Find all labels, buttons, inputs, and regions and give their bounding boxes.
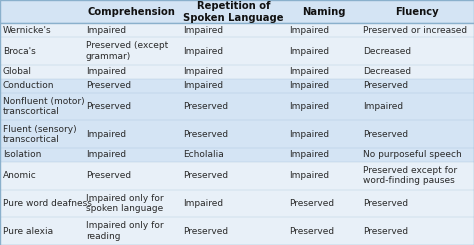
Text: Preserved: Preserved: [363, 227, 408, 236]
Text: Impaired: Impaired: [183, 67, 223, 76]
Text: Isolation: Isolation: [3, 150, 41, 159]
Text: Preserved: Preserved: [86, 102, 131, 111]
Text: Preserved: Preserved: [290, 199, 335, 208]
Text: Conduction: Conduction: [3, 81, 55, 90]
Text: Impaired: Impaired: [290, 26, 330, 35]
Text: Anomic: Anomic: [3, 171, 36, 180]
Text: Impaired: Impaired: [86, 130, 126, 139]
Text: Decreased: Decreased: [363, 67, 411, 76]
Bar: [0, 217, 474, 245]
Bar: [0, 79, 474, 93]
Text: Impaired: Impaired: [86, 26, 126, 35]
Text: Impaired only for
reading: Impaired only for reading: [86, 221, 164, 241]
Text: Preserved: Preserved: [86, 81, 131, 90]
Text: Impaired: Impaired: [290, 171, 330, 180]
Text: Echolalia: Echolalia: [183, 150, 224, 159]
Text: Impaired only for
spoken language: Impaired only for spoken language: [86, 194, 164, 213]
Text: Impaired: Impaired: [183, 199, 223, 208]
Bar: [0, 0, 474, 24]
Text: Preserved: Preserved: [86, 171, 131, 180]
Bar: [0, 120, 474, 148]
Text: Impaired: Impaired: [290, 102, 330, 111]
Bar: [0, 162, 474, 190]
Text: Pure alexia: Pure alexia: [3, 227, 53, 236]
Text: Impaired: Impaired: [183, 81, 223, 90]
Text: Naming: Naming: [302, 7, 345, 17]
Text: Fluent (sensory)
transcortical: Fluent (sensory) transcortical: [3, 124, 76, 144]
Text: Wernicke's: Wernicke's: [3, 26, 52, 35]
Text: Preserved: Preserved: [363, 130, 408, 139]
Text: Impaired: Impaired: [183, 26, 223, 35]
Bar: [0, 24, 474, 37]
Text: Impaired: Impaired: [290, 130, 330, 139]
Text: Impaired: Impaired: [290, 47, 330, 56]
Text: Repetition of
Spoken Language: Repetition of Spoken Language: [183, 1, 284, 23]
Text: Preserved (except
grammar): Preserved (except grammar): [86, 41, 168, 61]
Text: Decreased: Decreased: [363, 47, 411, 56]
Text: Nonfluent (motor)
transcortical: Nonfluent (motor) transcortical: [3, 97, 84, 116]
Text: Impaired: Impaired: [290, 150, 330, 159]
Text: Preserved: Preserved: [183, 171, 228, 180]
Text: Impaired: Impaired: [290, 81, 330, 90]
Text: Preserved: Preserved: [363, 81, 408, 90]
Text: Preserved or increased: Preserved or increased: [363, 26, 467, 35]
Text: Pure word deafness: Pure word deafness: [3, 199, 91, 208]
Bar: [0, 148, 474, 162]
Text: Preserved: Preserved: [183, 130, 228, 139]
Text: Comprehension: Comprehension: [88, 7, 175, 17]
Bar: [0, 190, 474, 217]
Text: Preserved: Preserved: [183, 227, 228, 236]
Text: Fluency: Fluency: [395, 7, 439, 17]
Text: Preserved: Preserved: [183, 102, 228, 111]
Text: Impaired: Impaired: [290, 67, 330, 76]
Text: Preserved: Preserved: [363, 199, 408, 208]
Text: Impaired: Impaired: [363, 102, 403, 111]
Text: Impaired: Impaired: [183, 47, 223, 56]
Text: Preserved except for
word-finding pauses: Preserved except for word-finding pauses: [363, 166, 457, 185]
Text: Impaired: Impaired: [86, 150, 126, 159]
Text: Broca's: Broca's: [3, 47, 36, 56]
Text: Preserved: Preserved: [290, 227, 335, 236]
Bar: [0, 37, 474, 65]
Text: Impaired: Impaired: [86, 67, 126, 76]
Text: No purposeful speech: No purposeful speech: [363, 150, 462, 159]
Bar: [0, 65, 474, 79]
Text: Global: Global: [3, 67, 32, 76]
Bar: [0, 93, 474, 120]
